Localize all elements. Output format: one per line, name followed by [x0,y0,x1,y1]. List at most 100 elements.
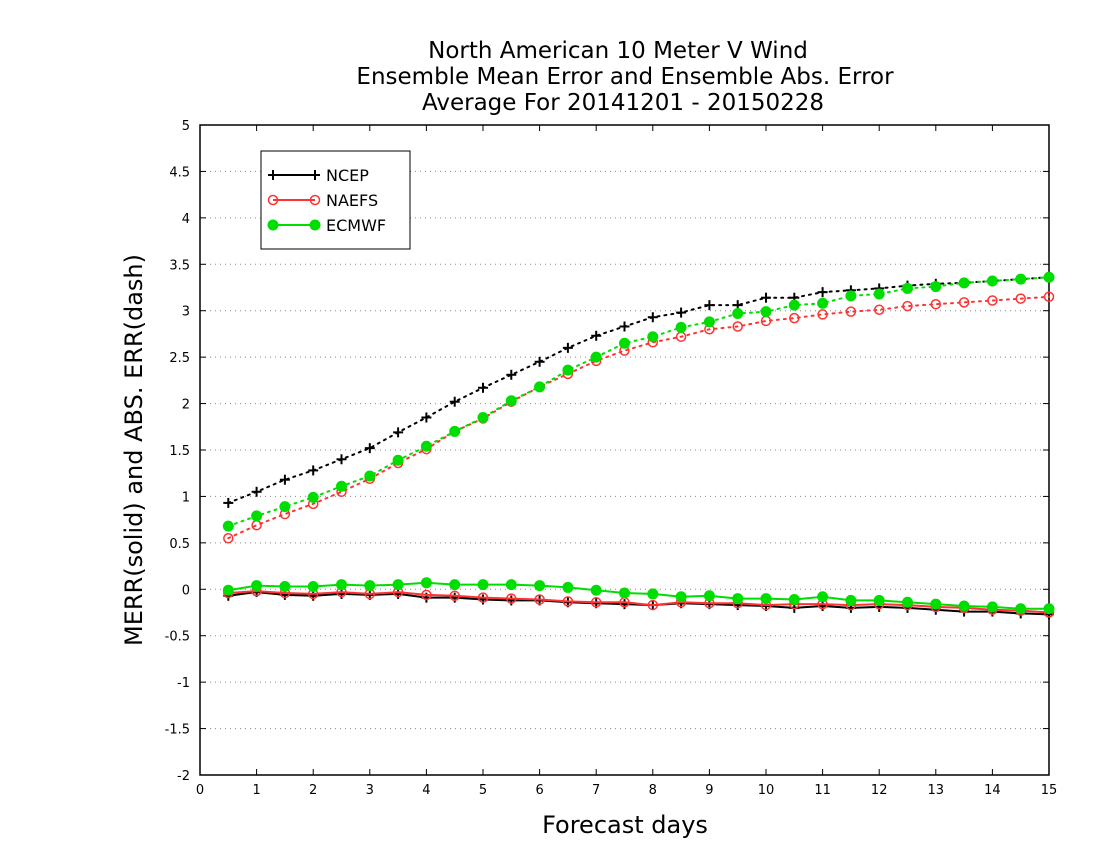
y-tick-label: 4.5 [169,165,190,180]
abs-error-point-ncep [421,412,432,423]
abs-error-point-ecmwf [562,364,574,376]
legend-label: ECMWF [326,216,386,235]
title-line-1: North American 10 Meter V Wind [428,38,808,64]
mean-error-point-ecmwf [534,580,546,592]
mean-error-point-ecmwf [902,596,913,608]
legend-label: NAEFS [326,191,378,210]
abs-error-point-ncep [251,486,262,497]
x-tick-label: 10 [758,783,775,798]
y-tick-label: 3 [182,305,190,320]
y-tick-label: 1 [182,490,190,505]
mean-error-point-naefs [477,592,489,603]
legend-box [260,150,411,250]
mean-error-point-ecmwf [986,601,998,613]
legend-marker [309,194,321,206]
gridlines [200,170,1049,730]
y-tick-label: 2 [182,398,190,413]
abs-error-point-ncep [591,330,602,341]
mean-error-point-naefs [590,597,602,608]
x-tick-label: 9 [705,783,713,798]
abs-error-point-ncep [393,427,404,438]
abs-error-point-ecmwf [958,277,970,289]
y-tick-label: 3.5 [169,258,190,273]
abs-error-point-naefs [902,300,913,312]
abs-error-line-naefs [227,295,1050,540]
abs-error-point-ecmwf [675,321,687,333]
y-tick-label: -0.5 [165,630,190,645]
x-tick-label: 2 [309,783,317,798]
abs-error-point-ncep [449,396,460,407]
title-line-3: Average For 20141201 - 20150228 [422,90,824,116]
abs-error-point-ecmwf [817,297,829,309]
mean-error-point-ecmwf [590,584,602,596]
series-ncep [223,272,1054,620]
abs-error-point-ncep [364,443,375,454]
abs-error-point-ncep [562,342,573,353]
abs-error-point-ncep [223,497,234,508]
abs-error-point-naefs [930,298,942,310]
abs-error-point-naefs [251,519,262,531]
mean-error-point-ecmwf [477,579,489,591]
abs-error-point-ecmwf [619,337,630,349]
mean-error-point-ecmwf [703,590,715,602]
legend-marker [310,170,320,180]
legend-item-ecmwf: ECMWF [267,216,386,235]
abs-error-point-naefs [845,306,857,317]
y-tick-label: 4 [182,212,190,227]
y-tick-label: -1.5 [165,723,190,738]
abs-error-point-ecmwf [590,351,602,363]
abs-error-point-ecmwf [279,501,291,513]
x-tick-label: 6 [535,783,543,798]
mean-error-point-naefs [506,593,517,604]
mean-error-point-ecmwf [420,577,432,589]
x-axis-label: Forecast days [542,811,708,839]
abs-error-point-ecmwf [902,282,913,294]
mean-error-point-ecmwf [449,579,461,591]
mean-error-point-ecmwf [647,588,659,600]
mean-error-point-ecmwf [279,581,291,592]
mean-error-point-naefs [534,594,545,605]
x-tick-label: 4 [422,783,430,798]
abs-error-point-naefs [817,309,828,320]
mean-error-point-ecmwf [873,594,885,606]
abs-error-point-ecmwf [703,316,715,328]
legend-marker [309,219,321,231]
x-axis-ticks: 0 1 2 3 4 5 6 7 8 9 10 11 12 13 14 15 [196,125,1057,798]
abs-error-point-ecmwf [788,299,800,311]
abs-error-point-ncep [534,356,545,367]
x-tick-label: 1 [252,783,260,798]
mean-error-point-ecmwf [732,593,744,605]
abs-error-point-ncep [336,454,347,465]
abs-error-point-ncep [817,287,828,298]
mean-error-point-ecmwf [562,581,574,593]
mean-error-point-ecmwf [817,591,829,603]
legend-label: NCEP [326,166,369,185]
y-tick-label: 5 [182,119,190,134]
x-tick-label: 12 [871,783,888,798]
mean-error-point-naefs [421,589,432,601]
abs-error-point-ecmwf [1015,273,1027,285]
y-tick-label: 0.5 [169,537,190,552]
chart-title: North American 10 Meter V Wind Ensemble … [356,38,894,116]
abs-error-point-ecmwf [222,520,234,532]
abs-error-point-ecmwf [534,381,546,393]
abs-error-line-ecmwf [227,276,1050,528]
mean-error-point-naefs [647,599,659,611]
y-axis-ticks: -2 -1.5 -1 -0.5 0 0.5 1 1.5 2 2.5 3 3.5 4 4.5 5 [165,119,1049,784]
abs-error-point-ncep [308,465,319,476]
y-axis-label: MERR(solid) and ABS. ERR(dash) [120,254,148,646]
abs-error-point-naefs [789,312,800,324]
abs-error-point-ecmwf [930,281,942,293]
abs-error-point-ecmwf [760,306,772,318]
series-layer [222,271,1055,620]
abs-error-point-naefs [1015,293,1026,304]
abs-error-point-naefs [1043,291,1055,303]
abs-error-point-ecmwf [845,290,857,302]
abs-error-point-ncep [279,474,290,485]
legend-item-ncep: NCEP [268,166,369,185]
mean-error-point-ecmwf [1043,603,1055,615]
mean-error-point-ecmwf [307,581,319,592]
y-tick-label: -2 [177,769,190,784]
abs-error-point-ecmwf [251,510,263,522]
mean-error-point-ecmwf [1015,603,1027,615]
